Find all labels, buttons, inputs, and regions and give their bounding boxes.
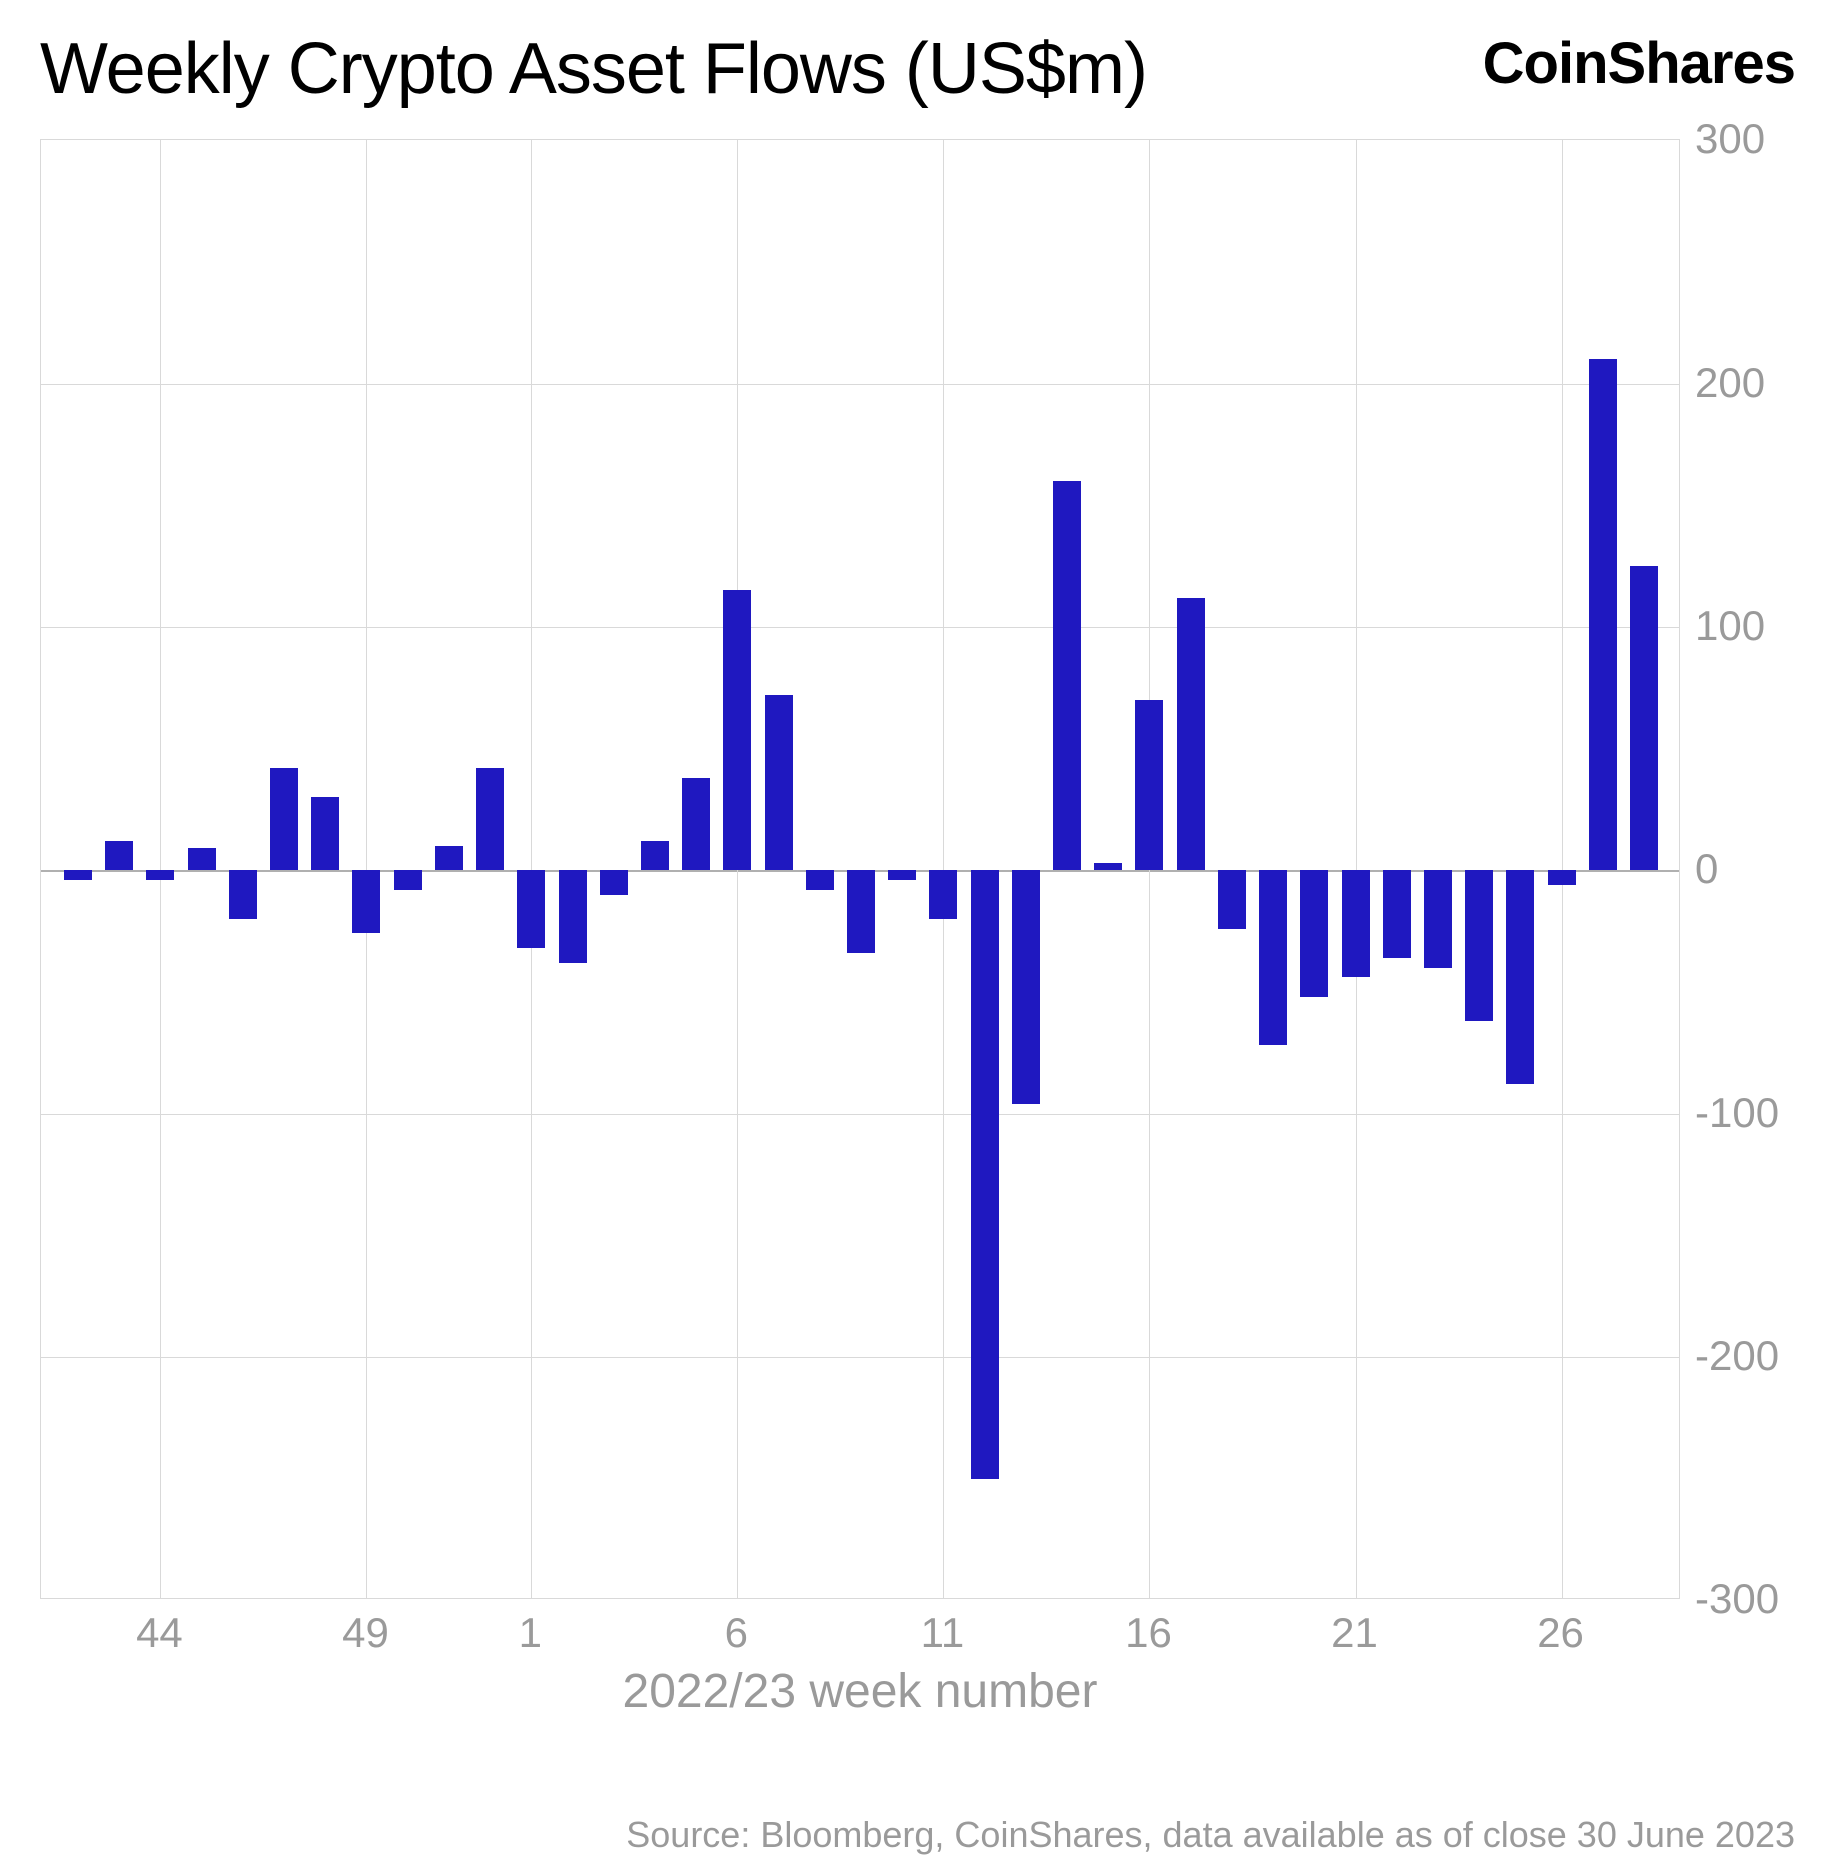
vgrid-line — [1562, 140, 1563, 1598]
bar — [352, 870, 380, 933]
hgrid-line — [41, 1114, 1679, 1115]
bar — [146, 870, 174, 880]
vgrid-line — [160, 140, 161, 1598]
plot-wrap: -300-200-1000100200300 44491611162126 20… — [40, 139, 1795, 1679]
x-axis-label: 2022/23 week number — [40, 1664, 1680, 1719]
bar — [971, 870, 999, 1478]
bar — [229, 870, 257, 919]
bar — [1383, 870, 1411, 958]
x-tick-label: 16 — [1125, 1609, 1172, 1657]
x-tick-label: 44 — [136, 1609, 183, 1657]
bar — [188, 848, 216, 870]
bar — [1465, 870, 1493, 1021]
bar — [105, 841, 133, 870]
bar — [1506, 870, 1534, 1084]
bar — [682, 778, 710, 870]
y-tick-label: -200 — [1695, 1332, 1785, 1380]
bar — [394, 870, 422, 889]
hgrid-line — [41, 627, 1679, 628]
y-tick-label: -100 — [1695, 1089, 1785, 1137]
x-tick-label: 26 — [1537, 1609, 1584, 1657]
bar — [723, 590, 751, 870]
bar — [1342, 870, 1370, 977]
bar — [641, 841, 669, 870]
bar — [559, 870, 587, 962]
plot-area — [40, 139, 1680, 1599]
hgrid-line — [41, 1357, 1679, 1358]
hgrid-line — [41, 384, 1679, 385]
bar — [600, 870, 628, 894]
x-tick-label: 6 — [725, 1609, 748, 1657]
x-tick-label: 49 — [342, 1609, 389, 1657]
y-tick-label: 200 — [1695, 359, 1785, 407]
bar — [270, 768, 298, 870]
vgrid-line — [366, 140, 367, 1598]
vgrid-line — [1356, 140, 1357, 1598]
bar — [1300, 870, 1328, 997]
bar — [1259, 870, 1287, 1045]
bar — [311, 797, 339, 870]
bar — [888, 870, 916, 880]
bar — [1135, 700, 1163, 870]
vgrid-line — [943, 140, 944, 1598]
bar — [1424, 870, 1452, 967]
bar — [765, 695, 793, 870]
bar — [1094, 863, 1122, 870]
bar — [1012, 870, 1040, 1104]
vgrid-line — [531, 140, 532, 1598]
bar — [517, 870, 545, 948]
y-tick-label: 300 — [1695, 115, 1785, 163]
bar — [1218, 870, 1246, 928]
bar — [1053, 481, 1081, 870]
y-tick-label: 0 — [1695, 845, 1785, 893]
brand-logo: CoinShares — [1483, 30, 1795, 97]
bar — [64, 870, 92, 880]
source-text: Source: Bloomberg, CoinShares, data avai… — [626, 1814, 1795, 1856]
x-tick-label: 1 — [519, 1609, 542, 1657]
bar — [929, 870, 957, 919]
bar — [1589, 359, 1617, 870]
y-tick-label: -300 — [1695, 1575, 1785, 1623]
x-tick-label: 11 — [921, 1609, 965, 1657]
y-tick-label: 100 — [1695, 602, 1785, 650]
bar — [476, 768, 504, 870]
chart-container: Weekly Crypto Asset Flows (US$m) CoinSha… — [0, 0, 1835, 1874]
bar — [1630, 566, 1658, 870]
bar — [806, 870, 834, 889]
bar — [847, 870, 875, 953]
x-tick-label: 21 — [1331, 1609, 1378, 1657]
bar — [1548, 870, 1576, 885]
chart-title: Weekly Crypto Asset Flows (US$m) — [40, 30, 1147, 109]
bar — [1177, 598, 1205, 871]
header-row: Weekly Crypto Asset Flows (US$m) CoinSha… — [40, 30, 1795, 109]
bar — [435, 846, 463, 870]
